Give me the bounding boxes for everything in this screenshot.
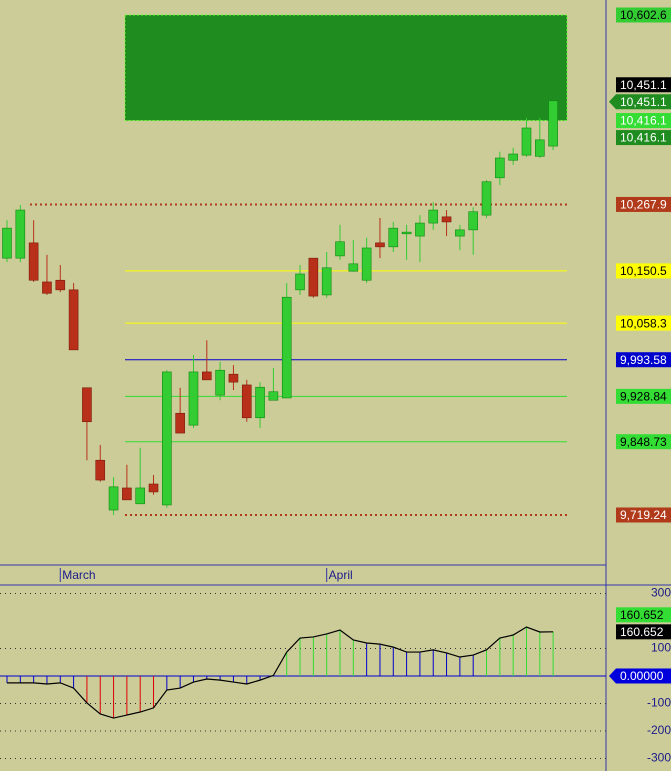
candle-body bbox=[28, 242, 39, 281]
candle-body bbox=[241, 384, 252, 419]
candle-body bbox=[175, 412, 185, 434]
marker-arrow bbox=[609, 668, 616, 684]
price-label-box bbox=[616, 77, 671, 93]
candle-body bbox=[481, 181, 492, 216]
price-arrow bbox=[609, 94, 616, 110]
candle-body bbox=[162, 371, 172, 506]
oscillator-line bbox=[7, 626, 554, 719]
x-tick-label: March bbox=[62, 568, 95, 582]
price-label-box bbox=[616, 7, 671, 23]
price-label: 10,416.1 bbox=[620, 131, 667, 145]
y-tick-label: -100 bbox=[647, 696, 671, 710]
marker-label: 160.652 bbox=[620, 608, 664, 622]
candle-body bbox=[455, 229, 465, 237]
candle-body bbox=[202, 371, 212, 381]
candle-body bbox=[335, 241, 345, 257]
price-label-box bbox=[616, 434, 671, 450]
price-label-box bbox=[616, 130, 671, 146]
price-label: 10,602.6 bbox=[620, 8, 667, 22]
price-label-box bbox=[616, 507, 671, 523]
candle-body bbox=[548, 100, 558, 147]
candle-body bbox=[82, 387, 92, 423]
candle-body bbox=[2, 227, 12, 259]
candle-body bbox=[108, 486, 119, 511]
candle-body bbox=[348, 263, 359, 272]
price-label: 9,719.24 bbox=[620, 508, 667, 522]
marker-box bbox=[616, 624, 671, 640]
candle-body bbox=[255, 386, 265, 419]
candle-body bbox=[68, 289, 79, 351]
candle-body bbox=[308, 257, 319, 297]
price-label: 10,451.1 bbox=[620, 95, 667, 109]
candle-body bbox=[468, 211, 479, 231]
x-tick-label: April bbox=[329, 568, 353, 582]
y-tick-label: 300 bbox=[651, 586, 671, 600]
price-label: 9,928.84 bbox=[620, 390, 667, 404]
candle-body bbox=[215, 369, 225, 396]
candle-body bbox=[508, 153, 518, 161]
marker-label: 160.652 bbox=[620, 625, 664, 639]
price-label: 10,058.3 bbox=[620, 316, 667, 330]
price-label: 10,267.9 bbox=[620, 198, 667, 212]
candle-body bbox=[441, 216, 452, 223]
price-label-box bbox=[616, 388, 671, 404]
zone bbox=[124, 14, 568, 122]
candle-body bbox=[42, 281, 52, 294]
candle-body bbox=[55, 279, 66, 291]
candle-body bbox=[15, 209, 26, 259]
candle-body bbox=[321, 267, 332, 296]
candle-body bbox=[428, 209, 439, 224]
candle-body bbox=[415, 222, 425, 237]
candle-body bbox=[388, 227, 399, 248]
candle-body bbox=[281, 296, 292, 399]
candle-body bbox=[534, 139, 545, 157]
price-label-box bbox=[616, 113, 671, 129]
y-tick-label: -300 bbox=[647, 751, 671, 765]
candle-body bbox=[188, 371, 199, 426]
candle-body bbox=[521, 127, 532, 156]
price-label-box bbox=[616, 315, 671, 331]
marker-label: 0.00000 bbox=[620, 669, 664, 683]
price-label-box bbox=[616, 196, 671, 212]
candle-body bbox=[95, 459, 106, 481]
candle-body bbox=[135, 487, 145, 505]
marker-box bbox=[616, 668, 671, 684]
candle-body bbox=[361, 247, 372, 281]
candle-body bbox=[495, 157, 505, 179]
price-label: 9,848.73 bbox=[620, 435, 667, 449]
candle-body bbox=[401, 231, 412, 235]
candle-body bbox=[295, 273, 305, 291]
price-label-box bbox=[616, 352, 671, 368]
candle-body bbox=[122, 487, 132, 501]
price-label: 9,993.58 bbox=[620, 353, 667, 367]
price-label: 10,451.1 bbox=[620, 78, 667, 92]
y-tick-label: -200 bbox=[647, 723, 671, 737]
price-label: 10,416.1 bbox=[620, 114, 667, 128]
marker-box bbox=[616, 607, 671, 623]
price-label-box bbox=[616, 94, 671, 110]
candle-body bbox=[148, 483, 159, 493]
price-label: 10,150.5 bbox=[620, 264, 667, 278]
y-tick-label: 100 bbox=[651, 641, 671, 655]
candle-body bbox=[268, 391, 279, 401]
candle-body bbox=[375, 242, 385, 248]
price-label-box bbox=[616, 263, 671, 279]
candle-body bbox=[228, 373, 239, 383]
